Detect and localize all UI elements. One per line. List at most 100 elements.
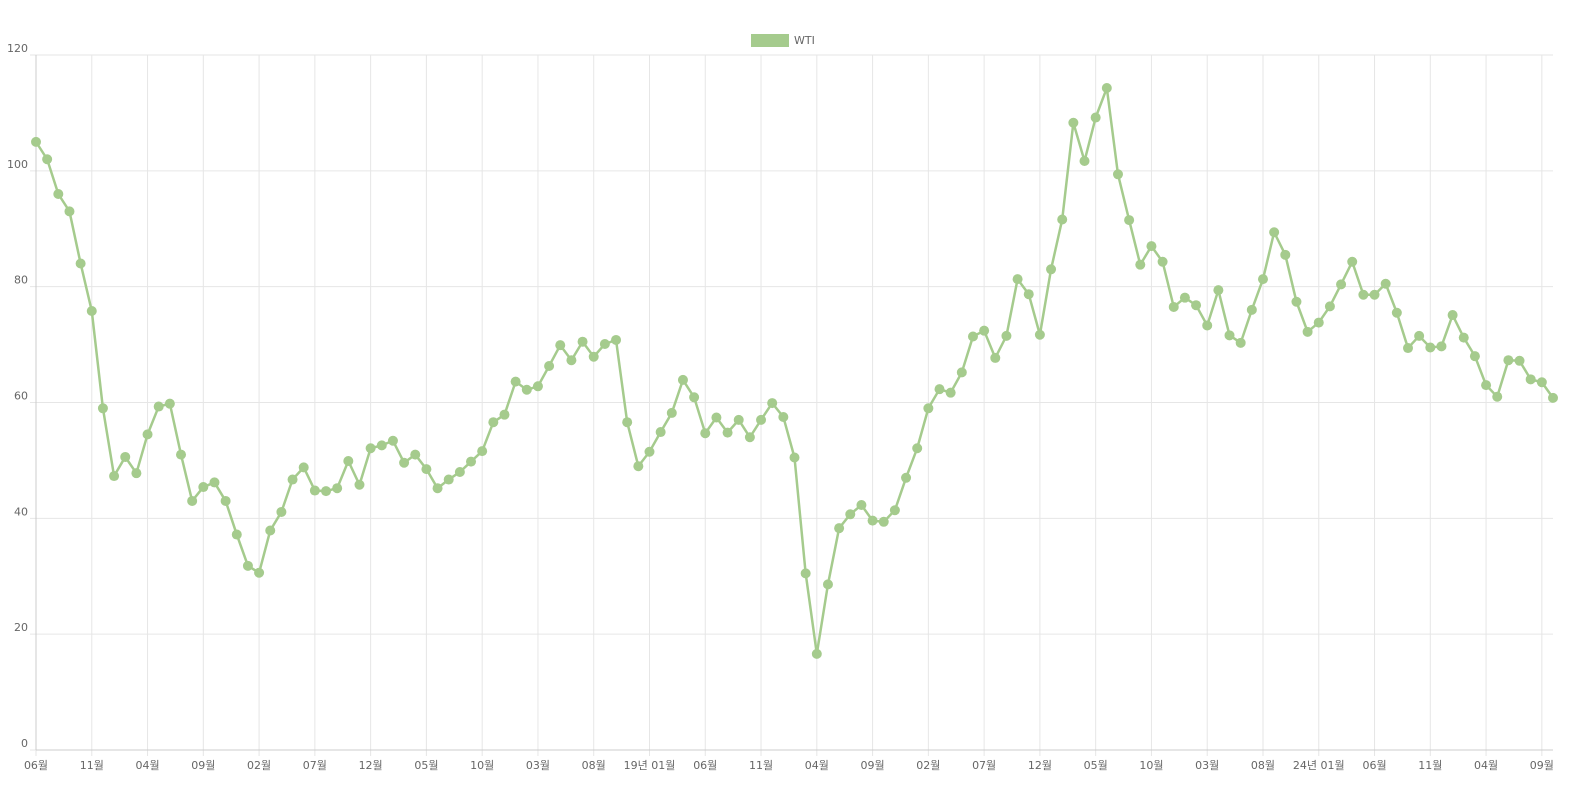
point [421, 464, 432, 475]
x-tick-label: 02월 [247, 759, 271, 772]
point [1302, 326, 1313, 337]
point [644, 446, 655, 457]
y-tick-label: 100 [7, 158, 28, 171]
x-tick-label: 04월 [805, 759, 829, 772]
point [889, 505, 900, 516]
point [86, 305, 97, 316]
point [1124, 215, 1135, 226]
point [1001, 330, 1012, 341]
point [499, 409, 510, 420]
point [64, 206, 75, 217]
point [744, 432, 755, 443]
x-tick-label: 12월 [1028, 759, 1052, 772]
point [198, 482, 209, 493]
point [387, 435, 398, 446]
point [1012, 274, 1023, 285]
point [477, 446, 488, 457]
point [287, 474, 298, 485]
x-tick-label: 06월 [24, 759, 48, 772]
point [878, 516, 889, 527]
point [354, 479, 365, 490]
point [1469, 351, 1480, 362]
point [711, 412, 722, 423]
point [756, 414, 767, 425]
point [1246, 304, 1257, 315]
point [1157, 256, 1168, 267]
point [131, 468, 142, 479]
point [1536, 377, 1547, 388]
point [1402, 343, 1413, 354]
y-tick-label: 0 [21, 737, 28, 750]
point [923, 403, 934, 414]
point [700, 428, 711, 439]
line [34, 87, 1555, 655]
point [1291, 296, 1302, 307]
point [945, 387, 956, 398]
point [1213, 285, 1224, 296]
point [1336, 279, 1347, 290]
y-tick-label: 120 [7, 42, 28, 55]
point [466, 456, 477, 467]
point [655, 427, 666, 438]
x-tick-label: 11월 [1418, 759, 1442, 772]
point [97, 403, 108, 414]
x-tick-label: 09월 [861, 759, 885, 772]
point [1436, 341, 1447, 352]
point [767, 398, 778, 409]
x-tick-label: 05월 [414, 759, 438, 772]
point [544, 361, 555, 372]
point [153, 401, 164, 412]
point [1068, 117, 1079, 128]
point [1135, 259, 1146, 270]
point [666, 407, 677, 418]
point [1447, 310, 1458, 321]
point [365, 443, 376, 454]
point [1514, 355, 1525, 366]
point [321, 486, 332, 497]
point [1458, 332, 1469, 343]
point [1257, 274, 1268, 285]
point [276, 506, 287, 517]
point [454, 467, 465, 477]
point [1202, 320, 1213, 331]
point [1023, 289, 1034, 300]
legend-swatch [751, 34, 789, 47]
y-tick-label: 40 [14, 505, 28, 518]
x-tick-label: 09월 [191, 759, 215, 772]
point [142, 429, 153, 440]
point [176, 449, 187, 460]
point [1391, 307, 1402, 318]
point [31, 136, 41, 147]
point [1090, 112, 1101, 123]
point [242, 560, 253, 571]
point [443, 474, 454, 485]
point [811, 648, 822, 659]
point [521, 384, 532, 395]
point [1224, 330, 1235, 341]
point [1481, 380, 1492, 391]
point [231, 529, 242, 540]
point [399, 457, 410, 468]
point [254, 567, 265, 578]
point [834, 523, 845, 534]
x-tick-label: 24년 01월 [1293, 759, 1345, 772]
point [1269, 227, 1280, 238]
x-tick-label: 08월 [582, 759, 606, 772]
point [1358, 289, 1369, 300]
point [1179, 292, 1190, 303]
point [990, 352, 1001, 363]
point [410, 449, 421, 460]
point [778, 411, 789, 422]
point [1369, 289, 1380, 300]
point [566, 355, 577, 366]
point [298, 462, 309, 473]
point [1380, 278, 1391, 289]
point [912, 443, 923, 454]
point [376, 440, 387, 451]
y-tick-label: 80 [14, 274, 28, 287]
point [611, 334, 622, 345]
point [1313, 317, 1324, 328]
point [956, 367, 967, 378]
point [822, 579, 833, 590]
